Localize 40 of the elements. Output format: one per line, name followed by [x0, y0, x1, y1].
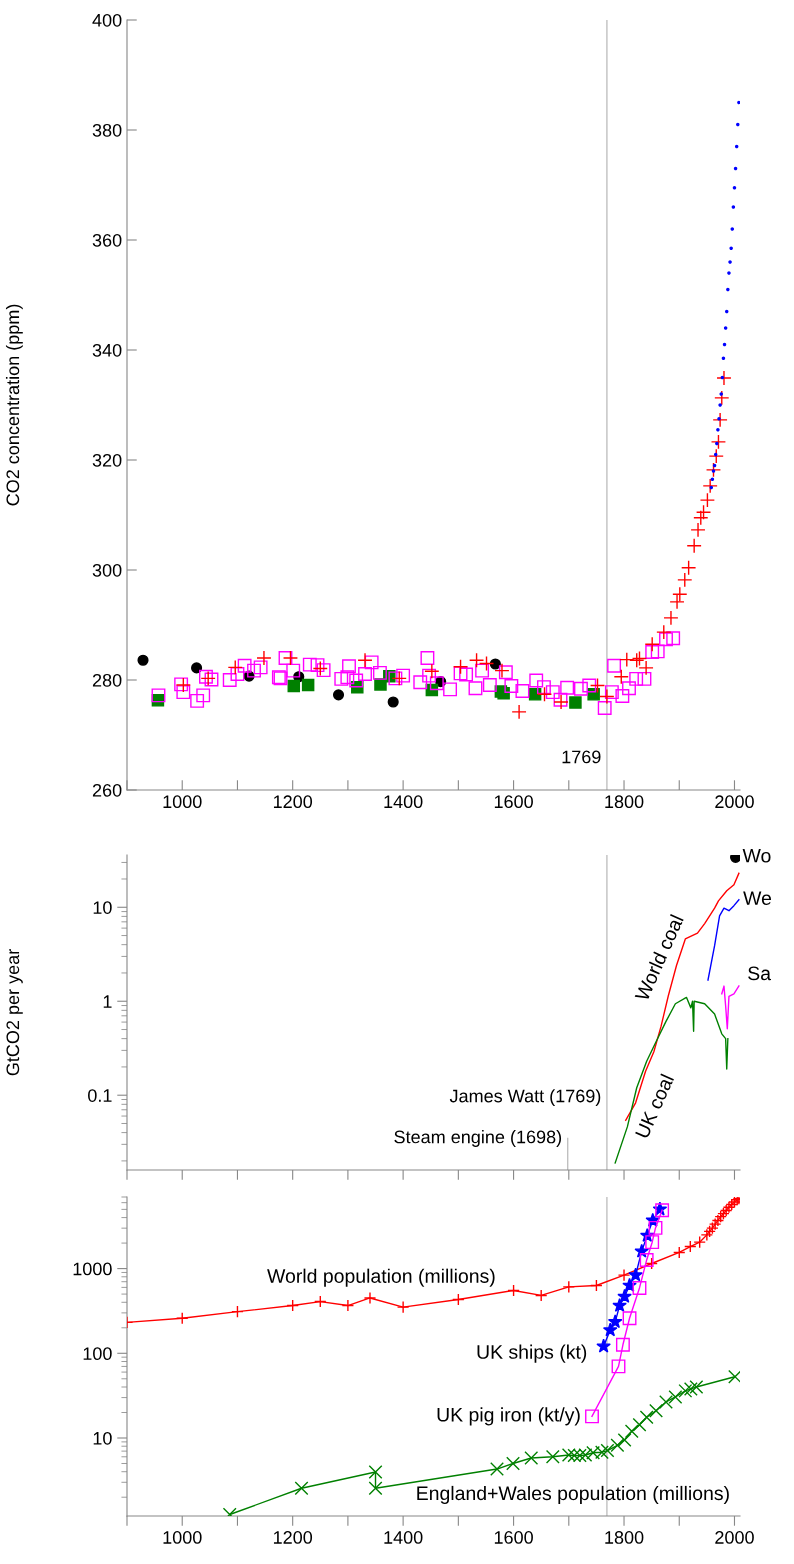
y-tick-label: 1 — [103, 995, 112, 1008]
x-tick-label: 1000 — [163, 795, 202, 809]
x-tick-label: 1000 — [163, 1531, 202, 1544]
ref-line-label: James Watt (1769) — [449, 1089, 601, 1106]
ref-line-label: 1769 — [562, 750, 601, 764]
y-tick-label: 1000 — [73, 1262, 112, 1276]
annotation: Wo — [742, 848, 771, 863]
annotation: UK pig iron (kt/y) — [437, 1407, 580, 1426]
x-tick-label: 1800 — [605, 795, 644, 809]
y-axis-title: GtCO2 per year — [6, 949, 23, 1076]
y-tick-label: 10 — [93, 1431, 112, 1445]
text: Sa — [748, 966, 772, 981]
y-tick-label: 10 — [93, 901, 112, 914]
y-tick-label: 300 — [92, 563, 122, 577]
annotation: UK ships (kt) — [477, 1344, 587, 1363]
y-tick-label: 400 — [92, 13, 122, 27]
x-tick-label: 1400 — [384, 795, 423, 809]
x-tick-label: 1400 — [384, 1531, 423, 1544]
x-tick-label: 2000 — [715, 795, 754, 809]
x-tick-label: 1800 — [605, 1531, 644, 1544]
x-tick-label: 1600 — [494, 1531, 533, 1544]
y-tick-label: 260 — [92, 783, 122, 797]
y-tick-label: 0.1 — [88, 1089, 112, 1102]
y-tick-label: 380 — [92, 123, 122, 137]
y-tick-label: 100 — [83, 1347, 112, 1361]
x-tick-label: 1200 — [273, 795, 313, 809]
annotation: We — [743, 891, 772, 906]
y-tick-label: 320 — [92, 453, 122, 467]
annotation: World population (millions) — [267, 1268, 495, 1287]
annotation: World coal — [634, 914, 684, 1003]
x-tick-label: 1600 — [494, 795, 533, 809]
y-axis-title: CO2 concentration (ppm) — [5, 304, 23, 506]
ref-line-label: Steam engine (1698) — [394, 1130, 562, 1147]
annotation: UK coal — [634, 1073, 675, 1139]
x-tick-label: 2000 — [715, 1531, 754, 1544]
y-tick-label: 280 — [92, 673, 122, 687]
y-tick-label: 360 — [92, 233, 122, 247]
annotation: England+Wales population (millions) — [417, 1485, 729, 1505]
x-tick-label: 1200 — [273, 1531, 313, 1544]
y-tick-label: 340 — [92, 343, 122, 357]
